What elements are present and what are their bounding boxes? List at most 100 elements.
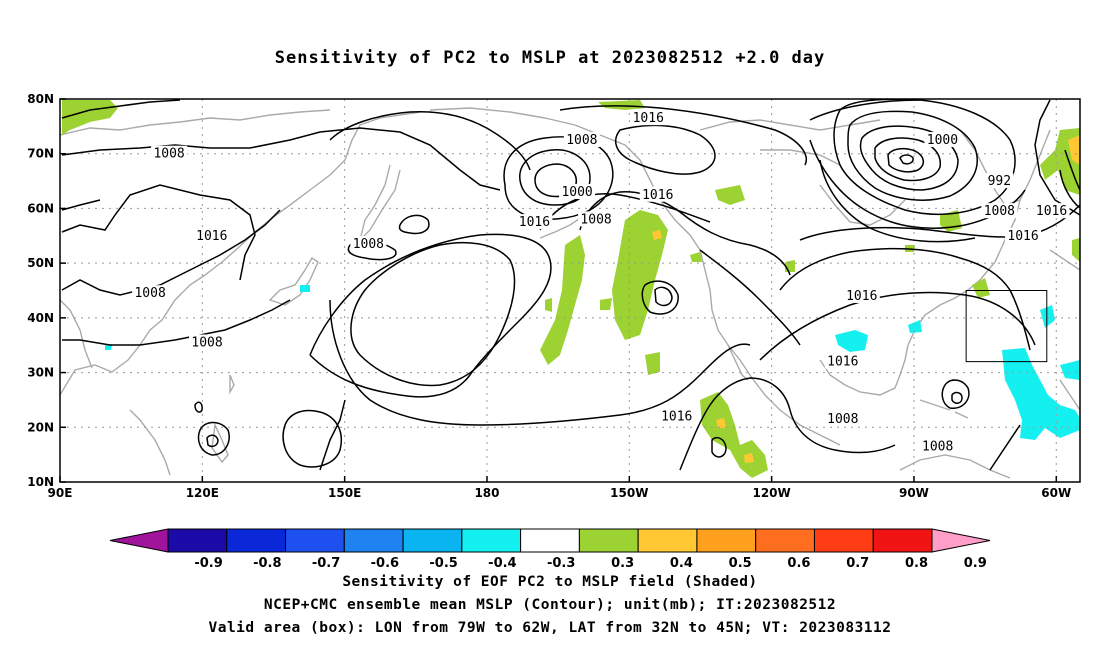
colorbar-label: -0.8 bbox=[253, 556, 281, 571]
contour-label-bg bbox=[350, 235, 387, 251]
colorbar-swatch bbox=[637, 528, 698, 553]
lat-tick-label: 80N bbox=[27, 92, 54, 106]
lon-tick-label: 60W bbox=[1041, 486, 1071, 500]
caption-line-3: Valid area (box): LON from 79W to 62W, L… bbox=[208, 620, 892, 636]
contour-label: 1016 bbox=[196, 229, 227, 244]
contour-label-bg bbox=[193, 227, 230, 243]
contour-label: 1016 bbox=[661, 409, 692, 424]
contour-label-bg bbox=[924, 132, 961, 148]
contour-labels: 1016 1008 1000 1008 992 1000 1016 1008 1016 1008 1… bbox=[132, 110, 1070, 454]
colorbar-swatch bbox=[285, 528, 345, 553]
lat-tick-label: 20N bbox=[27, 420, 54, 434]
colorbar-swatch bbox=[226, 528, 287, 553]
contour-label-bg bbox=[981, 203, 1018, 219]
contour-label: 1008 bbox=[580, 212, 611, 227]
contour-label-bg bbox=[132, 285, 169, 301]
contour-label-bg bbox=[189, 334, 226, 350]
contour-label-bg bbox=[658, 408, 695, 424]
caption-line-2: NCEP+CMC ensemble mean MSLP (Contour); u… bbox=[263, 597, 837, 613]
colorbar-label: 0.5 bbox=[729, 556, 752, 571]
lon-tick-label: 120W bbox=[752, 486, 790, 500]
page-title: Sensitivity of PC2 to MSLP at 2023082512… bbox=[274, 48, 826, 68]
contour-label-bg bbox=[151, 145, 188, 161]
contour-label: 1016 bbox=[633, 111, 664, 126]
contour-label-bg bbox=[1005, 227, 1042, 243]
colorbar-swatch bbox=[520, 528, 580, 553]
contour-label: 1016 bbox=[519, 215, 550, 230]
lon-tick-label: 90W bbox=[899, 486, 929, 500]
mslp-contours bbox=[61, 99, 1080, 471]
contour-label-bg bbox=[824, 353, 861, 369]
sensitivity-shading bbox=[62, 100, 1080, 478]
colorbar-swatch bbox=[872, 528, 933, 553]
lon-tick-label: 120E bbox=[186, 486, 219, 500]
lat-tick-label: 30N bbox=[27, 366, 54, 380]
lon-tick-label: 180 bbox=[474, 486, 499, 500]
contour-label: 1016 bbox=[1036, 204, 1067, 219]
contour-label-bg bbox=[985, 173, 1014, 189]
caption-line-1: Sensitivity of EOF PC2 to MSLP field (Sh… bbox=[342, 574, 758, 590]
contour-label: 1008 bbox=[922, 439, 953, 454]
lon-tick-label: 150W bbox=[610, 486, 648, 500]
colorbar-label: -0.9 bbox=[194, 556, 222, 571]
contour-label-bg bbox=[630, 110, 667, 126]
colorbar-swatch bbox=[343, 528, 404, 553]
contour-label-bg bbox=[559, 184, 596, 200]
contour-label: 992 bbox=[988, 174, 1011, 189]
lat-tick-label: 70N bbox=[27, 147, 54, 161]
lat-tick-label: 50N bbox=[27, 256, 54, 270]
colorbar-right-arrow bbox=[931, 528, 991, 553]
contour-label: 1016 bbox=[846, 289, 877, 304]
colorbar-label: 0.6 bbox=[787, 556, 810, 571]
contour-label: 1016 bbox=[642, 188, 673, 203]
contour-label-bg bbox=[843, 287, 880, 303]
contour-label-bg bbox=[1033, 203, 1070, 219]
colorbar-label: -0.5 bbox=[429, 556, 457, 571]
colorbar-swatch bbox=[813, 528, 874, 553]
contour-label: 1000 bbox=[561, 185, 592, 200]
colorbar-label: -0.4 bbox=[488, 556, 516, 571]
lat-tick-label: 40N bbox=[27, 311, 54, 325]
colorbar-swatch bbox=[696, 528, 757, 553]
colorbar-label: 0.9 bbox=[964, 556, 987, 571]
colorbar-label: -0.7 bbox=[312, 556, 340, 571]
contour-label: 1016 bbox=[827, 355, 858, 370]
colorbar-swatch bbox=[578, 528, 639, 553]
lon-tick-label: 150E bbox=[328, 486, 361, 500]
contour-label: 1008 bbox=[566, 133, 597, 148]
colorbar: -0.9 -0.8 -0.7 -0.6 -0.5 -0.4 -0.3 0.3 0.4 0.5 0.6… bbox=[109, 528, 991, 571]
lon-tick-label: 90E bbox=[48, 486, 73, 500]
contour-label-bg bbox=[824, 411, 861, 427]
contour-label-bg bbox=[578, 211, 615, 227]
contour-label: 1016 bbox=[1007, 229, 1038, 244]
colorbar-swatch bbox=[167, 528, 228, 553]
contour-label: 1008 bbox=[153, 147, 184, 162]
colorbar-label: 0.4 bbox=[670, 556, 693, 571]
colorbar-label: 0.3 bbox=[611, 556, 634, 571]
colorbar-label: 0.8 bbox=[905, 556, 928, 571]
contour-label-bg bbox=[516, 214, 553, 230]
lat-tick-label: 10N bbox=[27, 475, 54, 489]
colorbar-label: -0.6 bbox=[371, 556, 399, 571]
contour-label-bg bbox=[919, 438, 956, 454]
contour-label: 1008 bbox=[353, 237, 384, 252]
contour-label: 1008 bbox=[827, 412, 858, 427]
contour-label-bg bbox=[639, 186, 676, 202]
contour-label: 1008 bbox=[191, 335, 222, 350]
contour-label: 1000 bbox=[927, 133, 958, 148]
colorbar-swatch bbox=[755, 528, 815, 553]
contour-label: 1008 bbox=[134, 286, 165, 301]
map-frame bbox=[59, 98, 1081, 483]
lat-tick-label: 60N bbox=[27, 201, 54, 215]
colorbar-left-arrow bbox=[109, 528, 169, 553]
valid-area-box bbox=[965, 290, 1048, 363]
contour-label: 1008 bbox=[984, 204, 1015, 219]
colorbar-swatch bbox=[402, 528, 463, 553]
colorbar-swatch bbox=[461, 528, 522, 553]
colorbar-label: 0.7 bbox=[846, 556, 869, 571]
colorbar-label: -0.3 bbox=[547, 556, 575, 571]
graticule bbox=[60, 99, 1080, 482]
contour-label-bg bbox=[563, 132, 600, 148]
